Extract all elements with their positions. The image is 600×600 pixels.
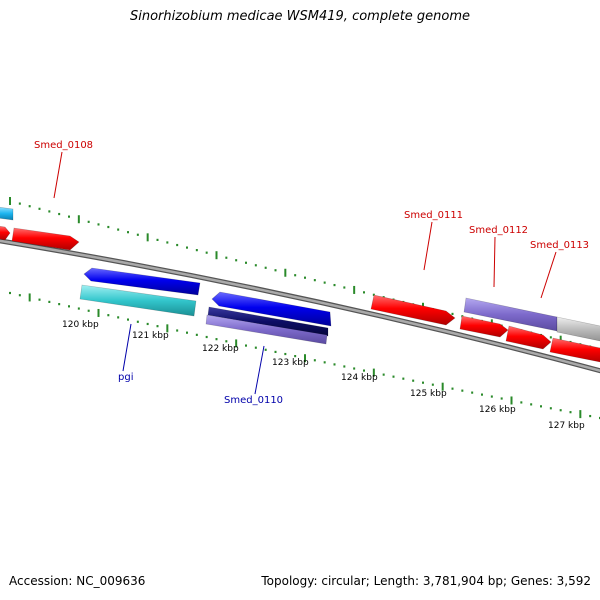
leader-line-smed-0110	[254, 345, 265, 395]
cds-forward-smed-0113b	[549, 337, 600, 363]
leader-line-pgi	[122, 323, 132, 372]
leader-line-smed-0108	[53, 151, 63, 199]
feature-purple-smed-0110	[205, 314, 328, 345]
kbp-label-127: 127 kbp	[548, 421, 585, 431]
cds-reverse-pgi	[83, 267, 201, 296]
cds-forward-smed-0113a	[505, 325, 552, 350]
leader-line-smed-0113	[540, 251, 557, 299]
leader-line-smed-0112	[493, 236, 496, 288]
cds-forward-smed-0111	[370, 294, 456, 326]
backbone-line	[0, 238, 600, 374]
feature-unknown-gray	[556, 316, 600, 342]
cds-forward-smed-0108	[11, 227, 80, 251]
gene-labels: Smed_0108 Smed_0111 Smed_0112 Smed_0113 …	[34, 140, 589, 406]
gene-label-smed-0112[interactable]: Smed_0112	[469, 225, 528, 236]
kbp-label-123: 123 kbp	[272, 358, 309, 368]
kbp-label-125: 125 kbp	[410, 389, 447, 399]
genome-summary-text: Topology: circular; Length: 3,781,904 bp…	[261, 574, 591, 588]
kbp-label-120: 120 kbp	[62, 320, 99, 330]
gene-label-pgi[interactable]: pgi	[118, 372, 133, 383]
cds-forward-smed-0112	[459, 315, 509, 338]
genome-backbone	[0, 238, 600, 374]
feature-track	[0, 206, 600, 363]
kbp-label-124: 124 kbp	[341, 373, 378, 383]
map-title: Sinorhizobium medicae WSM419, complete g…	[129, 9, 471, 24]
gene-label-smed-0110[interactable]: Smed_0110	[224, 395, 283, 406]
accession-text: Accession: NC_009636	[9, 574, 146, 588]
gene-label-smed-0111[interactable]: Smed_0111	[404, 210, 463, 221]
feature-navy-smed-0110	[207, 306, 329, 337]
feature-sky-left	[0, 206, 14, 221]
leader-line-smed-0111	[423, 221, 433, 271]
rna-feature-pgi	[79, 284, 197, 317]
cds-reverse-smed-0110	[211, 291, 332, 327]
ruler-labels: 120 kbp 121 kbp 122 kbp 123 kbp 124 kbp …	[62, 320, 585, 431]
kbp-label-121: 121 kbp	[132, 331, 169, 341]
cds-forward-left-edge	[0, 225, 11, 241]
kbp-label-126: 126 kbp	[479, 405, 516, 415]
gene-label-smed-0108[interactable]: Smed_0108	[34, 140, 93, 151]
kbp-label-122: 122 kbp	[202, 344, 239, 354]
backbone-highlight	[0, 239, 600, 372]
gene-label-smed-0113[interactable]: Smed_0113	[530, 240, 589, 251]
